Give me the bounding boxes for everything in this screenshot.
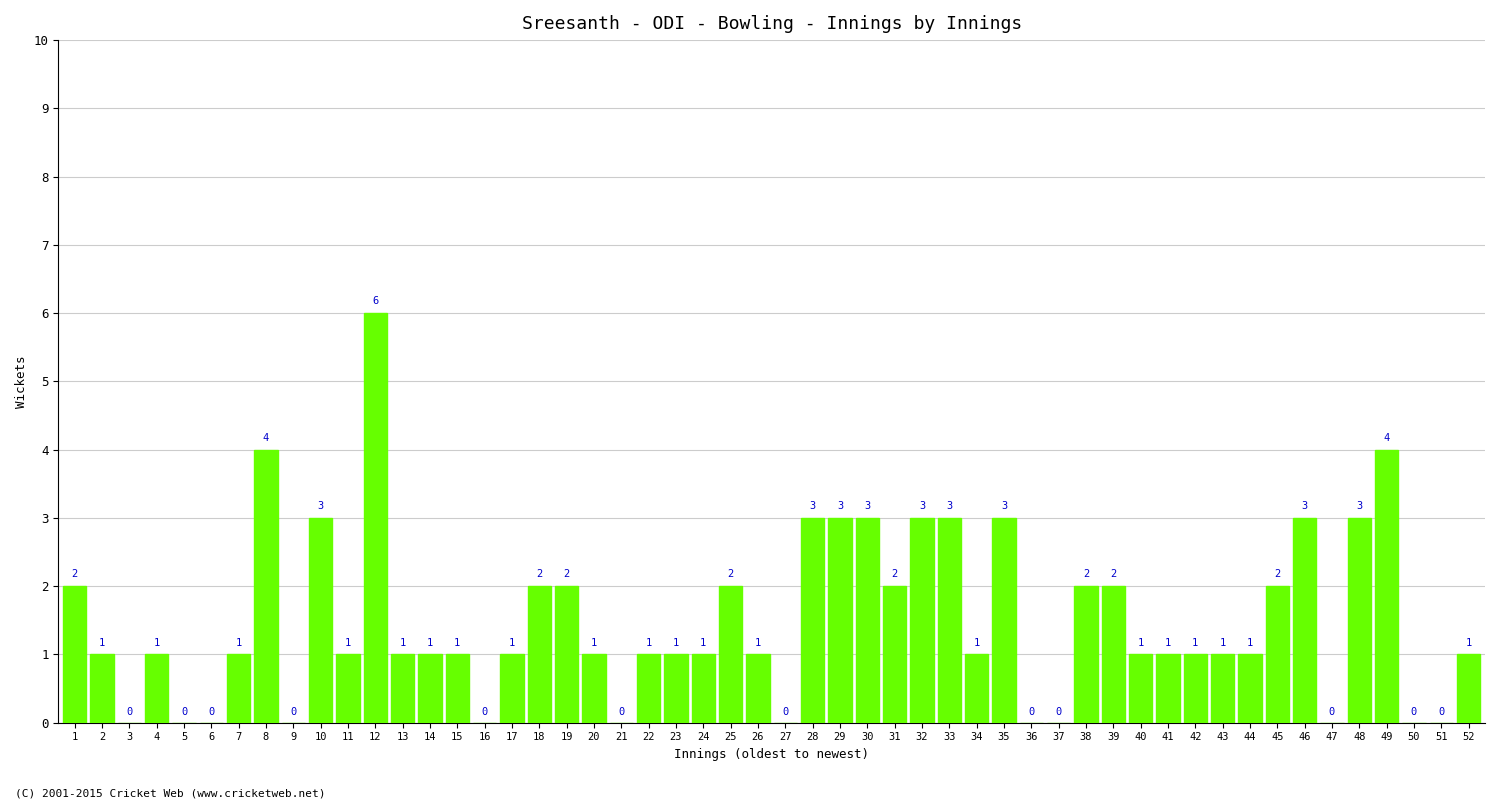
Bar: [884, 586, 906, 722]
Text: 0: 0: [126, 707, 132, 718]
Text: 4: 4: [262, 433, 268, 443]
Bar: [336, 654, 360, 722]
Text: 2: 2: [564, 570, 570, 579]
Bar: [664, 654, 687, 722]
Text: 2: 2: [1083, 570, 1089, 579]
Text: 3: 3: [810, 501, 816, 511]
Bar: [1239, 654, 1262, 722]
Text: 1: 1: [99, 638, 105, 648]
Bar: [446, 654, 470, 722]
Text: 1: 1: [509, 638, 515, 648]
Text: (C) 2001-2015 Cricket Web (www.cricketweb.net): (C) 2001-2015 Cricket Web (www.cricketwe…: [15, 788, 326, 798]
Text: 2: 2: [72, 570, 78, 579]
Text: 0: 0: [1438, 707, 1444, 718]
Bar: [419, 654, 441, 722]
Text: 1: 1: [236, 638, 242, 648]
Bar: [90, 654, 114, 722]
Text: 1: 1: [674, 638, 680, 648]
Bar: [392, 654, 414, 722]
Bar: [309, 518, 333, 722]
Bar: [801, 518, 825, 722]
Text: 0: 0: [1329, 707, 1335, 718]
Text: 1: 1: [1137, 638, 1143, 648]
Text: 1: 1: [754, 638, 760, 648]
Text: 0: 0: [1056, 707, 1062, 718]
Text: 0: 0: [182, 707, 188, 718]
Text: 0: 0: [618, 707, 624, 718]
Bar: [1347, 518, 1371, 722]
Bar: [747, 654, 770, 722]
Text: 1: 1: [345, 638, 351, 648]
Text: 6: 6: [372, 296, 378, 306]
Bar: [828, 518, 852, 722]
X-axis label: Innings (oldest to newest): Innings (oldest to newest): [674, 748, 868, 761]
Bar: [1210, 654, 1234, 722]
Bar: [555, 586, 579, 722]
Text: 1: 1: [1466, 638, 1472, 648]
Bar: [1101, 586, 1125, 722]
Text: 3: 3: [837, 501, 843, 511]
Text: 1: 1: [591, 638, 597, 648]
Text: 2: 2: [1274, 570, 1281, 579]
Text: 0: 0: [290, 707, 297, 718]
Text: 2: 2: [1110, 570, 1116, 579]
Text: 1: 1: [399, 638, 406, 648]
Text: 3: 3: [920, 501, 926, 511]
Text: 3: 3: [864, 501, 870, 511]
Text: 1: 1: [153, 638, 160, 648]
Bar: [1156, 654, 1179, 722]
Text: 1: 1: [454, 638, 460, 648]
Text: 2: 2: [728, 570, 734, 579]
Bar: [226, 654, 251, 722]
Bar: [255, 450, 278, 722]
Title: Sreesanth - ODI - Bowling - Innings by Innings: Sreesanth - ODI - Bowling - Innings by I…: [522, 15, 1022, 33]
Bar: [146, 654, 168, 722]
Text: 3: 3: [318, 501, 324, 511]
Bar: [855, 518, 879, 722]
Text: 3: 3: [1356, 501, 1362, 511]
Bar: [1266, 586, 1288, 722]
Bar: [1130, 654, 1152, 722]
Text: 1: 1: [1220, 638, 1226, 648]
Bar: [582, 654, 606, 722]
Bar: [638, 654, 660, 722]
Text: 1: 1: [700, 638, 706, 648]
Text: 0: 0: [482, 707, 488, 718]
Text: 2: 2: [891, 570, 898, 579]
Text: 0: 0: [782, 707, 789, 718]
Text: 1: 1: [1246, 638, 1252, 648]
Bar: [910, 518, 933, 722]
Bar: [1293, 518, 1316, 722]
Text: 4: 4: [1383, 433, 1389, 443]
Text: 0: 0: [1028, 707, 1035, 718]
Bar: [63, 586, 87, 722]
Bar: [1456, 654, 1480, 722]
Bar: [528, 586, 550, 722]
Text: 3: 3: [946, 501, 952, 511]
Text: 1: 1: [974, 638, 980, 648]
Bar: [1376, 450, 1398, 722]
Text: 1: 1: [645, 638, 652, 648]
Bar: [718, 586, 742, 722]
Bar: [1074, 586, 1098, 722]
Y-axis label: Wickets: Wickets: [15, 355, 28, 408]
Bar: [964, 654, 988, 722]
Bar: [938, 518, 962, 722]
Bar: [1184, 654, 1208, 722]
Text: 1: 1: [1166, 638, 1172, 648]
Bar: [363, 313, 387, 722]
Bar: [993, 518, 1016, 722]
Text: 0: 0: [1412, 707, 1418, 718]
Bar: [692, 654, 715, 722]
Text: 3: 3: [1000, 501, 1006, 511]
Text: 1: 1: [1192, 638, 1198, 648]
Text: 2: 2: [536, 570, 543, 579]
Text: 0: 0: [209, 707, 214, 718]
Text: 3: 3: [1302, 501, 1308, 511]
Bar: [501, 654, 524, 722]
Text: 1: 1: [427, 638, 433, 648]
